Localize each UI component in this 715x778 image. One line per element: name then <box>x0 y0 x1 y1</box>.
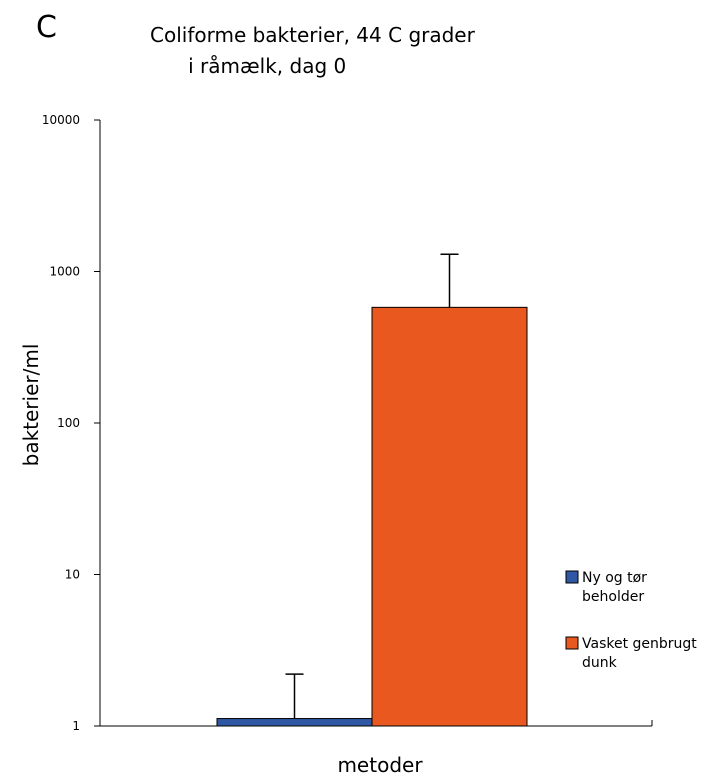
y-tick-label: 10 <box>65 568 80 582</box>
y-tick-label: 10000 <box>42 113 80 127</box>
legend-label-2: dunk <box>582 655 618 671</box>
legend-label-1: Ny og tør <box>582 570 647 586</box>
y-tick-label: 1000 <box>49 265 80 279</box>
legend-label-1: beholder <box>582 589 644 605</box>
bars <box>216 306 528 727</box>
y-axis-ticks: 1 10 100 1000 10000 <box>42 113 100 733</box>
error-bars <box>285 253 459 719</box>
legend-swatch-2 <box>565 636 579 650</box>
y-tick-label: 1 <box>72 719 80 733</box>
bar-1 <box>216 718 373 727</box>
y-axis-title: bakterier/ml <box>19 344 43 467</box>
x-axis-title: metoder <box>337 753 423 777</box>
bar-2 <box>371 306 528 727</box>
legend: Ny og tør beholder Vasket genbrugt dunk <box>565 570 697 671</box>
y-tick-label: 100 <box>57 416 80 430</box>
legend-label-2: Vasket genbrugt <box>582 636 697 652</box>
panel-letter: C <box>36 10 57 45</box>
chart-title: Coliforme bakterier, 44 C grader i råmæl… <box>150 23 475 78</box>
legend-swatch-1 <box>565 570 579 584</box>
